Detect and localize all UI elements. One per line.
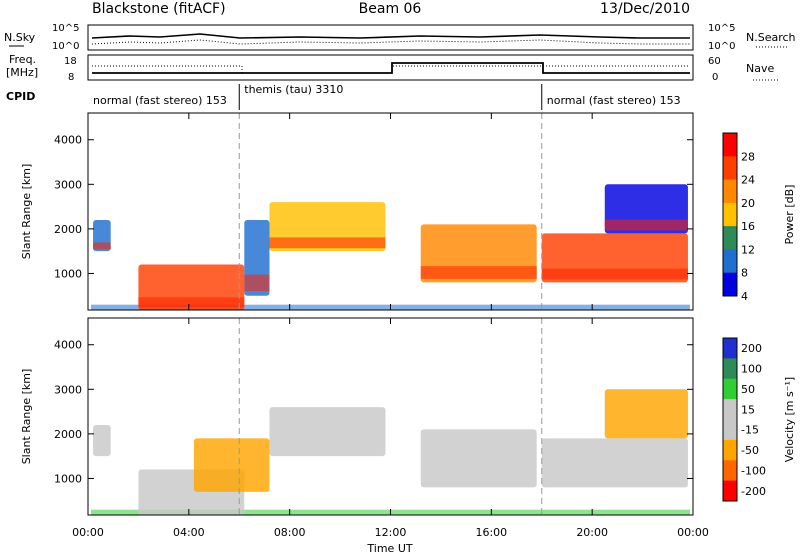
- colorbar-swatch: [723, 460, 737, 482]
- colorbar-swatch: [723, 378, 737, 400]
- colorbar-label: Velocity [m s⁻¹]: [783, 377, 796, 462]
- noise-right-tick-top: 10^5: [708, 23, 735, 34]
- colorbar-tick-label: -50: [741, 444, 759, 457]
- station-title: Blackstone (fitACF): [92, 1, 226, 17]
- colorbar-swatch: [723, 439, 737, 461]
- colorbar-label: Power [dB]: [783, 185, 796, 245]
- colorbar-frame: [722, 132, 738, 297]
- colorbar-swatch: [723, 249, 737, 274]
- power-scatter-core: [244, 274, 270, 292]
- freq-left-tick-bottom: 8: [68, 72, 74, 83]
- velocity-scatter-region: [420, 429, 537, 488]
- y-tick-label: 3000: [54, 178, 82, 191]
- freq-right-tick-bottom: 0: [712, 72, 718, 83]
- colorbar-swatch: [723, 272, 737, 297]
- beam-title: Beam 06: [359, 1, 422, 17]
- colorbar-tick-label: 24: [741, 174, 755, 187]
- colorbar-tick-label: 100: [741, 363, 762, 376]
- noise-left-tick-top: 10^5: [52, 23, 79, 34]
- colorbar-swatch: [723, 156, 737, 181]
- y-tick-label: 2000: [54, 428, 82, 441]
- colorbar-swatch: [723, 480, 737, 502]
- power-scatter-core: [541, 268, 688, 280]
- y-tick-label: 4000: [54, 339, 82, 352]
- freq-trace: [92, 62, 690, 74]
- power-scatter-core: [138, 297, 245, 308]
- colorbar-swatch: [723, 338, 737, 359]
- power-scatter-core: [269, 237, 386, 249]
- x-tick-label: 12:00: [375, 526, 407, 539]
- power-scatter-core: [420, 266, 537, 279]
- freq-right-tick-top: 60: [708, 56, 721, 67]
- velocity-panel: 1000 2000 3000 4000 Slant Range [km] 200 100 50…: [20, 317, 796, 516]
- velocity-scatter-region: [541, 438, 688, 488]
- power-scatter-core: [604, 219, 688, 231]
- colorbar-tick-label: 16: [741, 220, 755, 233]
- colorbar-tick-label: -100: [741, 464, 766, 477]
- cpid-segment-label: themis (tau) 3310: [244, 83, 343, 96]
- x-tick-label: 16:00: [475, 526, 507, 539]
- nave-label: Nave: [746, 62, 774, 75]
- colorbar-tick-label: 15: [741, 403, 755, 416]
- colorbar-swatch: [723, 419, 737, 441]
- x-tick-label: 00:00: [72, 526, 104, 539]
- velocity-scatter-region: [93, 424, 111, 457]
- y-tick-label: 4000: [54, 134, 82, 147]
- colorbar-tick-label: 200: [741, 342, 762, 355]
- x-tick-label: 20:00: [576, 526, 608, 539]
- velocity-scatter-region: [193, 438, 270, 492]
- noise-search-label: N.Search: [746, 31, 796, 44]
- colorbar-tick-label: 8: [741, 267, 748, 280]
- y-tick-label: 2000: [54, 223, 82, 236]
- noise-sky-label: N.Sky: [4, 31, 36, 44]
- velocity-scatter-region: [269, 407, 386, 457]
- noise-panel-frame: [87, 24, 694, 51]
- noise-left-tick-bottom: 10^0: [52, 41, 79, 52]
- freq-label: Freq.: [9, 53, 36, 66]
- cpid-label: CPID: [6, 90, 35, 103]
- colorbar-tick-label: 20: [741, 197, 755, 210]
- colorbar-tick-label: 12: [741, 243, 755, 256]
- y-tick-label: 1000: [54, 267, 82, 280]
- freq-unit-label: [MHz]: [6, 66, 38, 79]
- cpid-segments: normal (fast stereo) 153 themis (tau) 331…: [93, 83, 681, 110]
- y-axis-label: Slant Range [km]: [20, 164, 33, 260]
- x-tick-label: 08:00: [274, 526, 306, 539]
- x-axis: 00:00 04:00 08:00 12:00 16:00 20:00 00:00: [72, 113, 709, 539]
- noise-sky-trace: [91, 33, 690, 39]
- colorbar-swatch: [723, 179, 737, 204]
- colorbar-tick-label: 28: [741, 150, 755, 163]
- colorbar-tick-label: -15: [741, 424, 759, 437]
- colorbar-swatch: [723, 358, 737, 380]
- cpid-segment-label: normal (fast stereo) 153: [547, 94, 681, 107]
- colorbar-frame: [722, 337, 738, 502]
- velocity-scatter-region: [604, 389, 688, 439]
- y-tick-label: 1000: [54, 472, 82, 485]
- nave-trace: [92, 65, 690, 74]
- colorbar-tick-label: 4: [741, 290, 748, 303]
- x-tick-label: 04:00: [173, 526, 205, 539]
- power-panel: 1000 2000 3000 4000 Slant Range [km] 28 24 20 16…: [20, 112, 796, 311]
- power-scatter-core: [93, 242, 111, 250]
- y-tick-label: 3000: [54, 383, 82, 396]
- noise-right-tick-bottom: 10^0: [708, 41, 735, 52]
- freq-left-tick-top: 18: [64, 56, 77, 67]
- y-axis-label: Slant Range [km]: [20, 369, 33, 465]
- noise-search-trace: [91, 39, 690, 45]
- colorbar-tick-label: -200: [741, 485, 766, 498]
- colorbar-swatch: [723, 399, 737, 420]
- x-axis-label: Time UT: [366, 542, 412, 554]
- cpid-segment-label: normal (fast stereo) 153: [93, 94, 227, 107]
- colorbar-tick-label: 50: [741, 383, 755, 396]
- colorbar-swatch: [723, 133, 737, 157]
- colorbar-swatch: [723, 202, 737, 227]
- date-title: 13/Dec/2010: [600, 1, 690, 17]
- colorbar-swatch: [723, 226, 737, 250]
- freq-panel-frame: [87, 54, 694, 81]
- x-tick-label: 00:00: [677, 526, 709, 539]
